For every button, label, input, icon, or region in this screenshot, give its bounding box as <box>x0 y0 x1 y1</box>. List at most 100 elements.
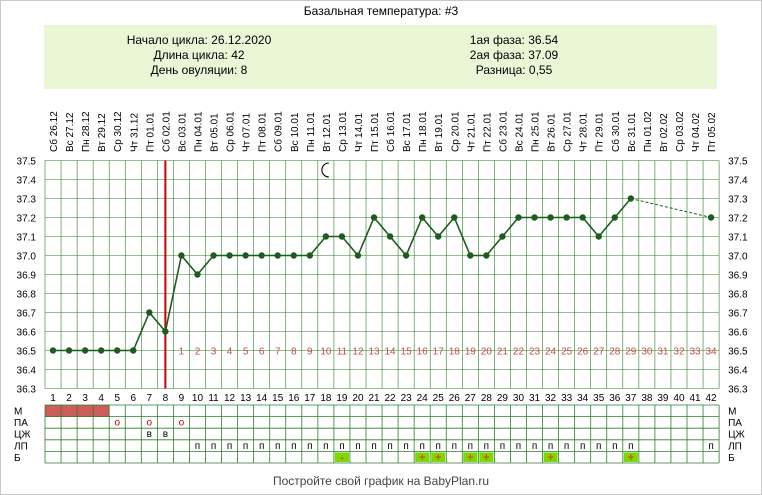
date-label: Чт 04.02 <box>691 113 702 152</box>
post-ovulation-day: 2 <box>195 347 201 358</box>
date-label: Ср 20.01 <box>450 111 461 152</box>
temperature-point <box>402 252 410 259</box>
temperature-point <box>707 214 715 221</box>
post-ovulation-day: 21 <box>497 347 509 358</box>
lp-mark: п <box>307 441 312 452</box>
temperature-point <box>531 214 538 221</box>
date-label: Вс 27.12 <box>65 112 76 152</box>
date-label: Вс 24.01 <box>514 112 525 152</box>
post-ovulation-day: 9 <box>307 347 313 358</box>
post-ovulation-day: 20 <box>481 347 493 358</box>
test-mark: + <box>547 452 553 464</box>
cycle-day-number: 9 <box>179 393 185 404</box>
cycle-day-number: 19 <box>336 393 348 404</box>
cycle-day-number: 6 <box>130 393 136 404</box>
date-label: Чт 21.01 <box>466 113 477 152</box>
post-ovulation-day: 33 <box>689 347 701 358</box>
menstruation-cell <box>77 405 94 417</box>
post-ovulation-day: 7 <box>275 347 281 358</box>
y-tick-left: 37.5 <box>17 157 37 168</box>
row-label-right: Б <box>728 453 735 464</box>
y-tick-right: 36.5 <box>728 347 748 358</box>
date-label: Сб 26.12 <box>48 111 60 152</box>
y-tick-right: 37.1 <box>728 233 748 244</box>
lp-mark: п <box>275 441 280 452</box>
post-ovulation-day: 15 <box>401 347 413 358</box>
y-tick-left: 37.4 <box>17 176 37 187</box>
row-label-right: М <box>728 407 736 418</box>
temperature-point <box>483 252 490 259</box>
temperature-point <box>306 252 314 259</box>
footer-link[interactable]: Постройте свой график на BabyPlan.ru <box>272 474 490 488</box>
date-label: Ср 27.01 <box>563 111 574 152</box>
post-ovulation-day: 6 <box>259 347 265 358</box>
date-label: Вс 03.01 <box>177 112 188 152</box>
phase2-avg: 2ая фаза: 37.09 <box>469 48 559 62</box>
post-ovulation-day: 26 <box>577 347 589 358</box>
cycle-day-number: 12 <box>224 393 236 404</box>
post-ovulation-day: 5 <box>243 347 249 358</box>
lp-mark: п <box>211 441 216 452</box>
temperature-gap-line <box>630 198 712 218</box>
cycle-day-number: 21 <box>368 393 380 404</box>
lp-mark: п <box>532 441 537 452</box>
cycle-day-number: 14 <box>256 393 268 404</box>
cm-mark: в <box>147 429 152 440</box>
temperature-point <box>370 214 378 221</box>
post-ovulation-day: 31 <box>657 347 669 358</box>
date-label: Пт 29.01 <box>595 112 606 152</box>
cycle-day-number: 8 <box>163 393 169 404</box>
temperature-point <box>178 252 185 259</box>
temperature-point <box>65 347 73 354</box>
lp-mark: п <box>291 441 296 452</box>
y-tick-right: 36.8 <box>728 290 748 301</box>
phase-difference: Разница: 0,55 <box>475 63 553 77</box>
date-label: Пн 25.01 <box>531 111 542 152</box>
pa-mark: о <box>114 418 120 429</box>
y-tick-right: 37.0 <box>728 252 748 263</box>
y-tick-left: 37.3 <box>17 195 37 206</box>
cycle-info-box: Начало цикла: 26.12.2020 Длина цикла: 42… <box>44 25 717 89</box>
cycle-day-number: 2 <box>66 393 72 404</box>
date-label: Ср 06.01 <box>226 111 237 152</box>
lp-mark: п <box>403 441 408 452</box>
date-label: Чт 28.01 <box>579 113 590 152</box>
date-label: Чт 31.12 <box>129 113 140 152</box>
cycle-day-number: 13 <box>240 393 252 404</box>
post-ovulation-day: 16 <box>417 347 429 358</box>
temperature-point <box>114 347 121 354</box>
date-label: Вт 05.01 <box>210 113 221 152</box>
post-ovulation-day: 14 <box>385 347 397 358</box>
date-label: Вт 12.01 <box>322 113 333 152</box>
row-label-left: М <box>14 407 22 418</box>
y-tick-right: 37.2 <box>728 214 748 225</box>
cycle-day-number: 23 <box>401 393 413 404</box>
y-tick-left: 36.3 <box>17 385 37 396</box>
test-mark: + <box>467 452 473 464</box>
test-mark: + <box>628 452 634 464</box>
cycle-start: Начало цикла: 26.12.2020 <box>126 33 272 47</box>
row-label-right: ЛП <box>728 441 742 452</box>
cycle-day-number: 38 <box>641 393 653 404</box>
test-mark: + <box>419 452 425 464</box>
row-label-left: ЛП <box>14 441 28 452</box>
post-ovulation-day: 27 <box>593 347 605 358</box>
lp-mark: п <box>548 441 553 452</box>
date-label: Сб 30.01 <box>610 111 622 152</box>
lp-mark: п <box>339 441 344 452</box>
menstruation-cell <box>93 405 110 417</box>
pa-mark: о <box>179 418 185 429</box>
cycle-day-number: 37 <box>625 393 637 404</box>
temperature-point <box>386 233 394 240</box>
temperature-point <box>611 214 618 221</box>
post-ovulation-day: 4 <box>227 347 233 358</box>
date-label: Вт 26.01 <box>547 113 558 152</box>
row-label-right: ЦЖ <box>728 430 745 441</box>
test-cell <box>463 452 478 462</box>
temperature-point <box>242 252 249 259</box>
y-tick-left: 37.2 <box>17 214 37 225</box>
cycle-day-number: 29 <box>497 393 509 404</box>
y-tick-left: 36.9 <box>17 271 37 282</box>
cycle-day-number: 32 <box>545 393 557 404</box>
date-label: Сб 02.01 <box>160 111 172 152</box>
